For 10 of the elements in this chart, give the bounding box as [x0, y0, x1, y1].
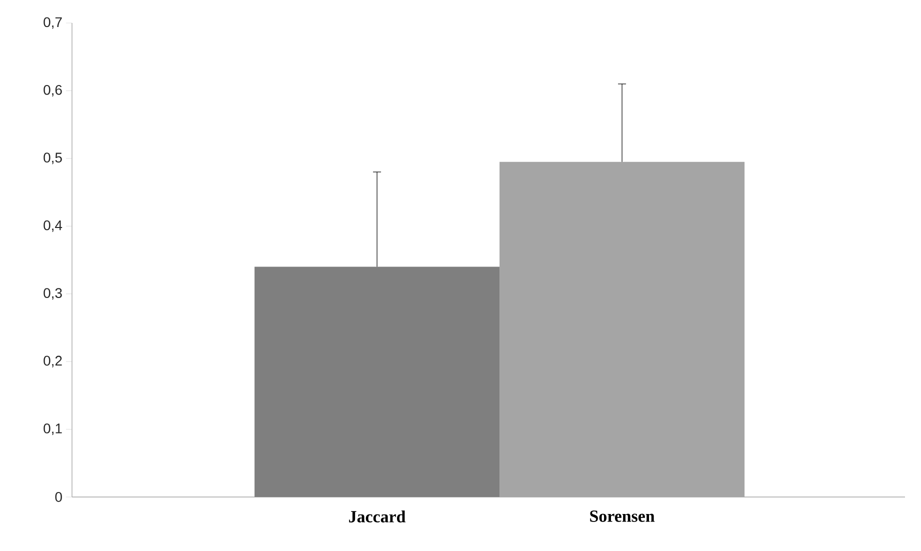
x-tick-label: Sorensen	[590, 510, 655, 522]
y-tick-label: 0,1	[44, 424, 62, 436]
y-tick-label: 0	[55, 492, 62, 502]
y-tick-label: 0,2	[44, 356, 62, 368]
y-tick-label: 0,4	[44, 220, 62, 232]
y-tick-label: 0,6	[44, 84, 62, 96]
x-tick-label: Jaccard	[349, 510, 406, 522]
y-tick-label: 0,7	[44, 17, 62, 29]
y-tick-label: 0,5	[44, 152, 62, 164]
y-tick-label: 0,3	[44, 288, 62, 300]
